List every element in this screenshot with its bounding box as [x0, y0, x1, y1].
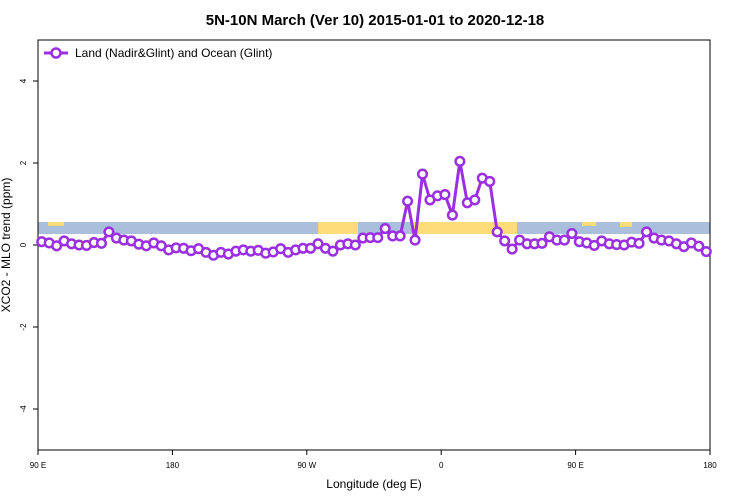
legend-label: Land (Nadir&Glint) and Ocean (Glint)	[75, 46, 272, 60]
x-tick-label: 90 W	[297, 461, 316, 470]
data-point	[409, 234, 421, 246]
data-point	[327, 245, 339, 257]
data-point	[372, 232, 384, 244]
data-point	[416, 168, 429, 180]
data-point	[566, 227, 578, 240]
data-point	[402, 195, 414, 207]
y-tick-label: -4	[19, 405, 28, 413]
legend: Land (Nadir&Glint) and Ocean (Glint)	[44, 46, 272, 60]
data-point	[454, 155, 466, 167]
data-point	[446, 209, 458, 221]
chart-title: 5N-10N March (Ver 10) 2015-01-01 to 2020…	[206, 12, 545, 29]
x-axis-label: Longitude (deg E)	[326, 477, 421, 491]
x-tick-label: 180	[703, 461, 717, 470]
legend-marker	[50, 47, 62, 59]
x-tick-label: 0	[439, 461, 444, 470]
data-point	[349, 239, 361, 251]
data-point	[51, 240, 63, 252]
data-point	[394, 230, 406, 242]
data-point	[499, 235, 511, 247]
x-tick-label: 90 E	[30, 461, 46, 470]
data-point	[491, 226, 503, 238]
data-point	[506, 243, 518, 255]
data-point	[536, 237, 548, 249]
y-tick-label: 0	[19, 242, 28, 247]
data-point	[95, 237, 108, 249]
data-point	[103, 226, 115, 238]
data-point	[439, 189, 451, 201]
data-point	[693, 240, 705, 252]
x-tick-label: 180	[166, 461, 180, 470]
y-tick-label: 4	[19, 78, 28, 83]
land-ocean-mask	[38, 222, 710, 234]
data-point	[633, 237, 645, 249]
x-tick-label: 90 E	[567, 461, 583, 470]
y-tick-label: 2	[19, 160, 28, 165]
data-point	[379, 223, 391, 235]
y-axis-label: XCO2 - MLO trend (ppm)	[0, 178, 13, 313]
data-point	[700, 246, 712, 258]
data-point	[640, 226, 653, 238]
data-point	[469, 194, 481, 206]
data-point	[558, 234, 570, 246]
data-point	[484, 175, 496, 187]
y-tick-label: -2	[19, 323, 28, 331]
